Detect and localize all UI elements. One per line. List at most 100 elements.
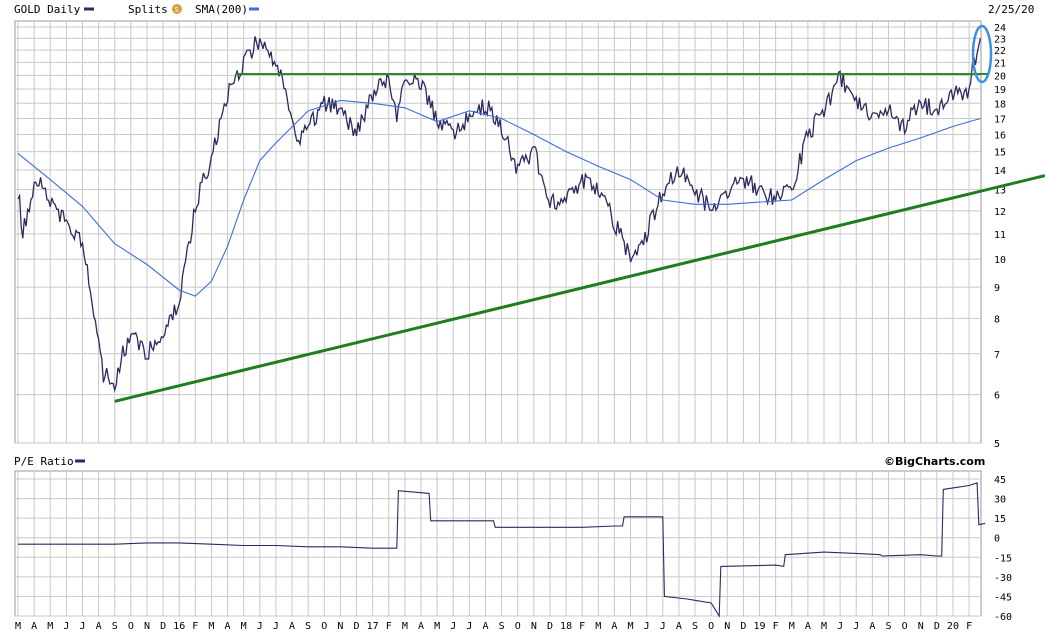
x-tick-label: J (644, 621, 650, 632)
pe-plot-area (14, 470, 982, 617)
pe-y-tick-label: 30 (994, 495, 1006, 506)
x-tick-label: A (805, 621, 811, 632)
x-tick-label: 16 (173, 621, 185, 632)
price-y-tick-label: 14 (994, 166, 1006, 177)
price-grid (15, 21, 981, 444)
x-axis: M A M J J A S O N D 16 F M A M J J A S O N D 17 F M A M J J A S O N D 18 F M… (15, 621, 972, 632)
x-tick-label: J (273, 621, 279, 632)
x-tick-label: M (628, 621, 634, 632)
x-tick-label: N (144, 621, 150, 632)
x-tick-label: J (853, 621, 859, 632)
top-header-bar (0, 0, 1045, 21)
x-tick-label: D (354, 621, 360, 632)
x-tick-label: 19 (753, 621, 765, 632)
x-tick-label: N (724, 621, 730, 632)
price-y-tick-label: 22 (994, 46, 1006, 57)
x-tick-label: 18 (560, 621, 572, 632)
price-y-tick-label: 19 (994, 85, 1006, 96)
x-tick-label: M (821, 621, 827, 632)
x-tick-label: F (386, 621, 392, 632)
x-tick-label: A (869, 621, 875, 632)
x-tick-label: J (63, 621, 69, 632)
x-tick-label: O (902, 621, 908, 632)
x-tick-label: N (531, 621, 537, 632)
price-y-tick-label: 8 (994, 314, 1000, 325)
x-tick-label: D (160, 621, 166, 632)
x-tick-label: F (773, 621, 779, 632)
x-tick-label: F (192, 621, 198, 632)
splits-icon-letter: S (175, 6, 179, 14)
x-tick-label: J (837, 621, 843, 632)
x-tick-label: J (257, 621, 263, 632)
x-tick-label: F (966, 621, 972, 632)
x-tick-label: D (934, 621, 940, 632)
x-tick-label: A (418, 621, 424, 632)
price-y-tick-label: 12 (994, 207, 1006, 218)
price-y-tick-label: 18 (994, 99, 1006, 110)
pe-y-tick-label: 0 (994, 534, 1000, 545)
x-tick-label: M (241, 621, 247, 632)
price-y-tick-label: 10 (994, 255, 1006, 266)
x-tick-label: F (579, 621, 585, 632)
x-tick-label: A (31, 621, 37, 632)
price-y-tick-label: 6 (994, 391, 1000, 402)
price-y-tick-label: 7 (994, 350, 1000, 361)
sma-200-line (17, 99, 981, 297)
pe-series-line (18, 482, 986, 618)
pe-y-tick-label: 15 (994, 514, 1006, 525)
price-y-tick-label: 5 (994, 439, 1000, 450)
price-y-tick-label: 9 (994, 283, 1000, 294)
x-tick-label: S (305, 621, 311, 632)
x-tick-label: N (918, 621, 924, 632)
x-tick-label: M (47, 621, 53, 632)
price-y-tick-label: 17 (994, 114, 1006, 125)
price-y-tick-label: 20 (994, 71, 1006, 82)
x-tick-label: M (789, 621, 795, 632)
ticker-label: GOLD Daily (14, 3, 81, 16)
x-tick-label: A (96, 621, 102, 632)
x-tick-label: 20 (947, 621, 959, 632)
x-tick-label: M (208, 621, 214, 632)
x-tick-label: O (515, 621, 521, 632)
x-tick-label: M (434, 621, 440, 632)
x-tick-label: O (321, 621, 327, 632)
price-series-line (17, 36, 982, 393)
x-tick-label: N (337, 621, 343, 632)
x-tick-label: S (112, 621, 118, 632)
x-tick-label: A (225, 621, 231, 632)
x-tick-label: A (611, 621, 617, 632)
x-tick-label: M (402, 621, 408, 632)
price-y-tick-label: 21 (994, 58, 1006, 69)
x-tick-label: A (482, 621, 488, 632)
price-plot-area (14, 20, 982, 444)
x-tick-label: O (708, 621, 714, 632)
pe-y-axis: 45 30 15 0 -15 -30 -45 -60 (994, 475, 1012, 623)
price-y-tick-label: 24 (994, 23, 1006, 34)
pe-y-tick-label: -15 (994, 553, 1012, 564)
x-tick-label: J (79, 621, 85, 632)
x-tick-label: A (676, 621, 682, 632)
date-label: 2/25/20 (988, 3, 1034, 16)
x-tick-label: D (740, 621, 746, 632)
x-tick-label: A (289, 621, 295, 632)
x-tick-label: M (15, 621, 21, 632)
x-tick-label: J (450, 621, 456, 632)
x-tick-label: D (547, 621, 553, 632)
x-tick-label: 17 (367, 621, 379, 632)
x-tick-label: S (692, 621, 698, 632)
price-y-tick-label: 23 (994, 34, 1006, 45)
watermark: ©BigCharts.com (884, 455, 985, 468)
price-y-tick-label: 15 (994, 148, 1006, 159)
price-y-tick-label: 11 (994, 230, 1006, 241)
splits-label: Splits (128, 3, 168, 16)
pe-panel: 45 30 15 0 -15 -30 -45 -60 (14, 470, 1012, 623)
x-tick-label: S (499, 621, 505, 632)
splits-icon (172, 4, 182, 14)
sma-label: SMA(200) (195, 3, 248, 16)
x-tick-label: O (128, 621, 134, 632)
pe-label: P/E Ratio (14, 455, 74, 468)
price-y-tick-label: 13 (994, 186, 1006, 197)
pe-y-tick-label: 45 (994, 475, 1006, 486)
